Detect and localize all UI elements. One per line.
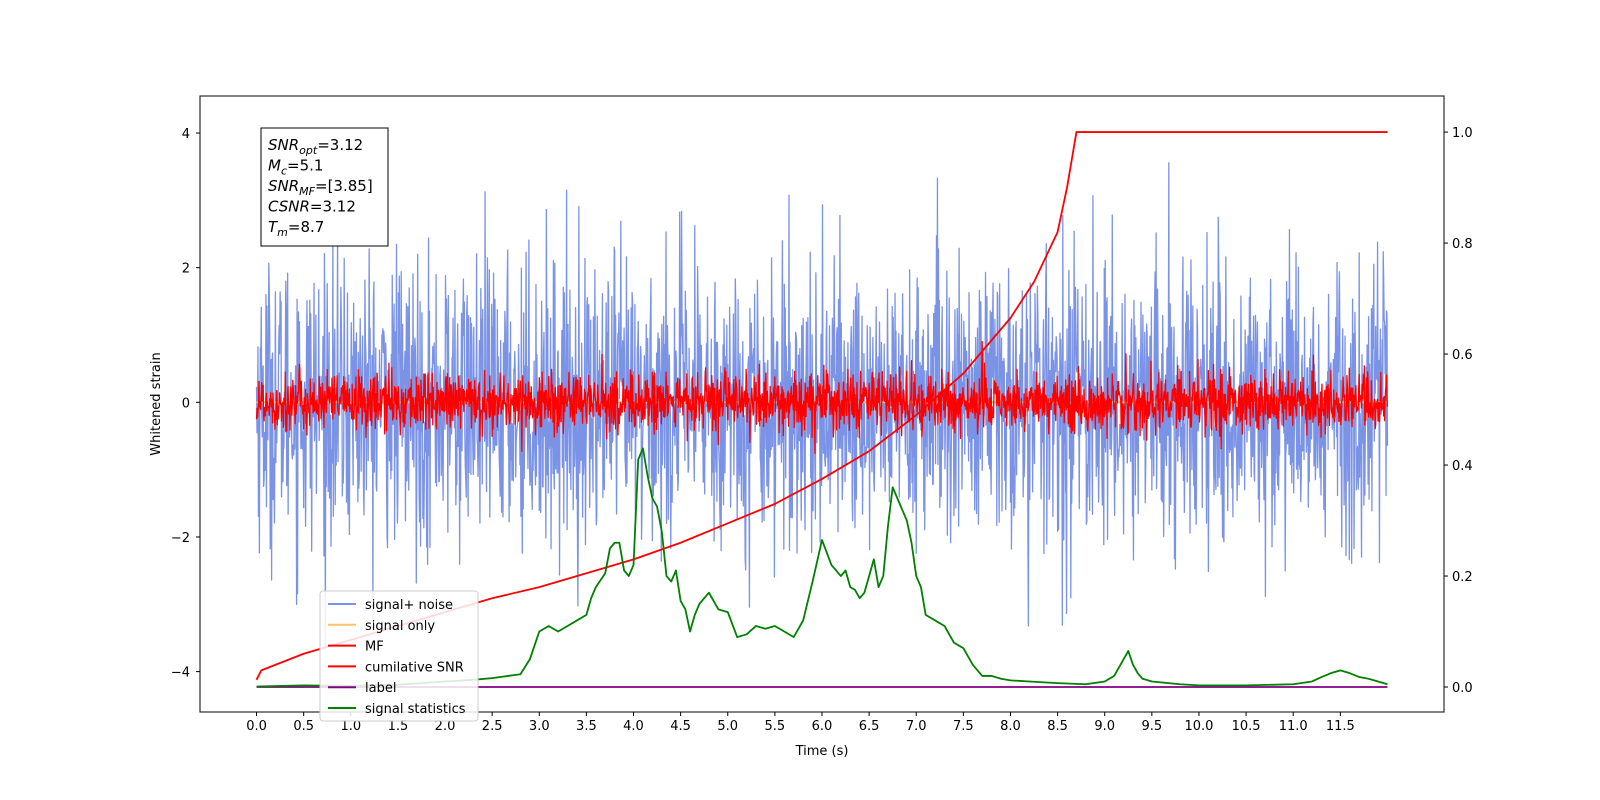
y-left-tick-label-2: 0 [182, 396, 190, 411]
y-right-tick-label-2: 0.6 [1452, 348, 1473, 363]
x-tick-label-20: 10.0 [1184, 719, 1213, 734]
legend-label-cumilative-snr: cumilative SNR [365, 660, 464, 675]
y-axis-left: 4 2 0 −2 −4 [171, 127, 200, 681]
legend-label-label: label [365, 681, 396, 696]
y-right-tick-label-3: 0.4 [1452, 459, 1473, 474]
x-tick-label-21: 10.5 [1232, 719, 1261, 734]
x-tick-label-14: 7.0 [906, 719, 927, 734]
annotation-line-1: Mc=5.1 [268, 157, 323, 178]
series-signal-statistics [256, 447, 1388, 688]
x-tick-label-0: 0.0 [246, 719, 267, 734]
annotation-line-2: SNRMF=[3.85] [268, 177, 373, 198]
x-tick-label-2: 1.0 [340, 719, 361, 734]
y-right-tick-label-1: 0.8 [1452, 237, 1473, 252]
x-tick-label-7: 3.5 [576, 719, 597, 734]
annotation-line-4: Tm=8.7 [268, 218, 324, 239]
x-axis-label: Time (s) [795, 744, 849, 759]
annotation-line-0: SNRopt=3.12 [268, 136, 363, 157]
legend-label-signal-only: signal only [365, 619, 435, 634]
y-left-tick-label-3: −2 [171, 531, 190, 546]
x-tick-label-13: 6.5 [859, 719, 880, 734]
x-tick-label-6: 3.0 [529, 719, 550, 734]
x-tick-label-22: 11.0 [1279, 719, 1308, 734]
x-tick-label-15: 7.5 [953, 719, 974, 734]
legend-frame [319, 590, 479, 722]
legend-label-signal-statistics: signal statistics [365, 702, 466, 717]
annotation-frame [260, 127, 389, 247]
x-tick-label-12: 6.0 [812, 719, 833, 734]
y-right-tick-label-5: 0.0 [1452, 681, 1473, 696]
y-left-tick-label-1: 2 [182, 262, 190, 277]
x-tick-label-8: 4.0 [623, 719, 644, 734]
x-tick-label-4: 2.0 [435, 719, 456, 734]
annotation-line-3: CSNR=3.12 [268, 198, 356, 216]
y-axis-label: Whitened strain [149, 352, 164, 455]
y-left-tick-label-4: −4 [171, 666, 190, 681]
x-tick-label-1: 0.5 [293, 719, 314, 734]
y-right-tick-label-0: 1.0 [1452, 126, 1473, 141]
x-tick-label-19: 9.5 [1142, 719, 1163, 734]
x-tick-label-9: 4.5 [670, 719, 691, 734]
x-tick-label-16: 8.0 [1000, 719, 1021, 734]
legend: signal+ noise signal only MF cumilative SNR… [319, 590, 479, 722]
x-tick-label-17: 8.5 [1047, 719, 1068, 734]
y-left-tick-label-0: 4 [182, 127, 190, 142]
x-tick-label-11: 5.5 [765, 719, 786, 734]
x-tick-label-23: 11.5 [1326, 719, 1355, 734]
legend-label-signal-noise: signal+ noise [365, 598, 453, 613]
x-tick-label-5: 2.5 [482, 719, 503, 734]
x-tick-label-18: 9.0 [1094, 719, 1115, 734]
x-tick-label-3: 1.5 [388, 719, 409, 734]
x-tick-label-10: 5.0 [717, 719, 738, 734]
y-right-tick-label-4: 0.2 [1452, 570, 1473, 585]
x-axis: 0.0 0.5 1.0 1.5 2.0 2.5 3.0 3.5 4.0 4.5 5.0 5.5 6.0 6… [246, 712, 1355, 734]
legend-label-mf: MF [365, 640, 384, 655]
y-axis-right: 1.0 0.8 0.6 0.4 0.2 0.0 [1444, 126, 1473, 696]
series-mf [255, 341, 1389, 455]
